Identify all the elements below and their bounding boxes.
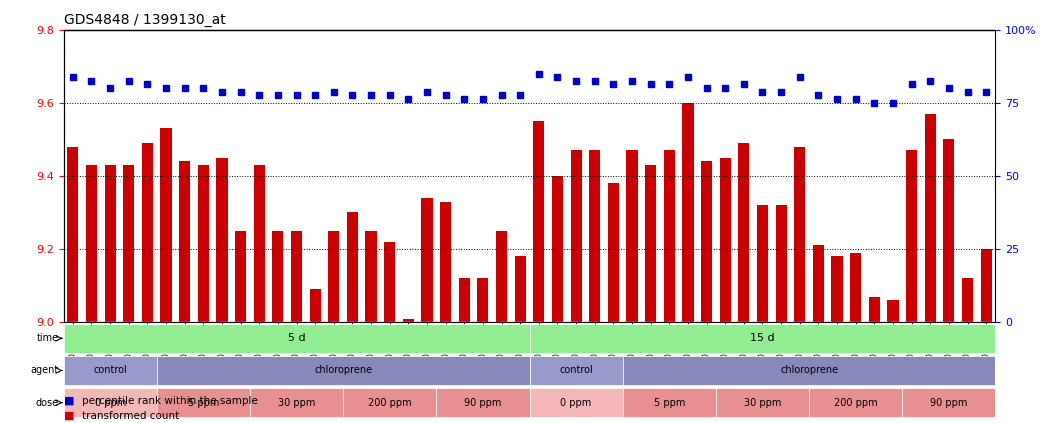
- Text: 200 ppm: 200 ppm: [367, 398, 412, 408]
- Text: GDS4848 / 1399130_at: GDS4848 / 1399130_at: [64, 13, 226, 27]
- Bar: [179, 161, 191, 322]
- Bar: [198, 165, 209, 322]
- FancyBboxPatch shape: [343, 388, 436, 417]
- FancyBboxPatch shape: [623, 388, 716, 417]
- Bar: [589, 150, 600, 322]
- Text: time: time: [37, 333, 59, 343]
- Bar: [478, 278, 488, 322]
- Text: ■: ■: [64, 411, 74, 421]
- Bar: [944, 139, 954, 322]
- Bar: [496, 231, 507, 322]
- Text: control: control: [559, 365, 593, 376]
- Bar: [794, 147, 805, 322]
- Bar: [664, 150, 675, 322]
- Bar: [720, 158, 731, 322]
- Text: ■: ■: [64, 396, 74, 406]
- Bar: [216, 158, 228, 322]
- Bar: [868, 297, 880, 322]
- Text: agent: agent: [31, 365, 59, 376]
- Bar: [907, 150, 917, 322]
- FancyBboxPatch shape: [250, 388, 343, 417]
- Bar: [291, 231, 302, 322]
- Bar: [441, 201, 451, 322]
- Bar: [738, 143, 750, 322]
- Text: 30 ppm: 30 ppm: [743, 398, 782, 408]
- Bar: [235, 231, 246, 322]
- FancyBboxPatch shape: [64, 388, 157, 417]
- Bar: [645, 165, 657, 322]
- FancyBboxPatch shape: [902, 388, 995, 417]
- Text: 5 ppm: 5 ppm: [187, 398, 219, 408]
- Bar: [831, 256, 843, 322]
- Text: transformed count: transformed count: [82, 411, 179, 421]
- FancyBboxPatch shape: [157, 388, 250, 417]
- Bar: [757, 205, 768, 322]
- Text: 0 ppm: 0 ppm: [560, 398, 592, 408]
- Bar: [962, 278, 973, 322]
- Text: 5 d: 5 d: [288, 333, 305, 343]
- Bar: [887, 300, 898, 322]
- FancyBboxPatch shape: [530, 324, 995, 353]
- Bar: [123, 165, 134, 322]
- Text: 5 ppm: 5 ppm: [653, 398, 685, 408]
- Text: 15 d: 15 d: [750, 333, 775, 343]
- Bar: [347, 212, 358, 322]
- FancyBboxPatch shape: [64, 324, 530, 353]
- Bar: [421, 198, 432, 322]
- Bar: [925, 114, 936, 322]
- Bar: [272, 231, 284, 322]
- Bar: [515, 256, 525, 322]
- FancyBboxPatch shape: [157, 356, 530, 385]
- FancyBboxPatch shape: [530, 356, 623, 385]
- Text: chloroprene: chloroprene: [315, 365, 372, 376]
- Bar: [105, 165, 115, 322]
- Bar: [701, 161, 712, 322]
- Bar: [254, 165, 265, 322]
- Bar: [534, 121, 544, 322]
- Bar: [571, 150, 581, 322]
- FancyBboxPatch shape: [716, 388, 809, 417]
- Bar: [309, 289, 321, 322]
- FancyBboxPatch shape: [809, 388, 902, 417]
- Bar: [981, 249, 991, 322]
- Bar: [328, 231, 339, 322]
- Bar: [813, 245, 824, 322]
- Bar: [68, 147, 78, 322]
- Bar: [608, 183, 618, 322]
- Bar: [161, 128, 172, 322]
- FancyBboxPatch shape: [436, 388, 530, 417]
- Bar: [775, 205, 787, 322]
- Text: 90 ppm: 90 ppm: [930, 398, 968, 408]
- Bar: [552, 176, 563, 322]
- Bar: [365, 231, 377, 322]
- Bar: [86, 165, 97, 322]
- FancyBboxPatch shape: [530, 388, 623, 417]
- Bar: [142, 143, 152, 322]
- Text: 90 ppm: 90 ppm: [464, 398, 502, 408]
- Bar: [850, 253, 861, 322]
- FancyBboxPatch shape: [623, 356, 995, 385]
- FancyBboxPatch shape: [64, 356, 157, 385]
- Bar: [384, 242, 395, 322]
- Text: 200 ppm: 200 ppm: [833, 398, 878, 408]
- Text: dose: dose: [36, 398, 59, 408]
- Text: percentile rank within the sample: percentile rank within the sample: [82, 396, 257, 406]
- Text: chloroprene: chloroprene: [780, 365, 838, 376]
- Bar: [682, 103, 694, 322]
- Bar: [402, 319, 414, 322]
- Bar: [627, 150, 638, 322]
- Text: control: control: [93, 365, 127, 376]
- Text: 30 ppm: 30 ppm: [277, 398, 316, 408]
- Bar: [459, 278, 470, 322]
- Text: 0 ppm: 0 ppm: [94, 398, 126, 408]
